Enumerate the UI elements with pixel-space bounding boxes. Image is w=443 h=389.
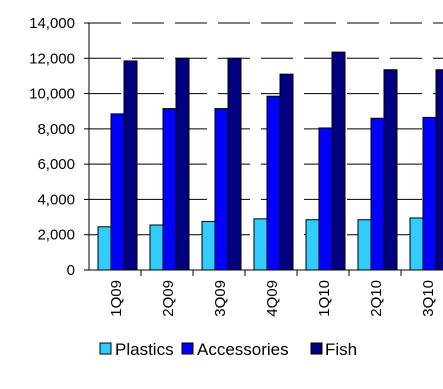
- x-tick-label: 2Q09: [160, 280, 177, 317]
- bar-fish: [279, 73, 294, 271]
- y-axis-ticks: 0 2,000 4,000 6,000 8,000 10,000 12,000 14,000: [29, 15, 89, 279]
- bar-plastics: [409, 217, 424, 271]
- bar-plastics: [253, 218, 268, 271]
- y-tick-label: 2,000: [37, 227, 75, 244]
- y-tick-label: 10,000: [29, 86, 75, 103]
- bar-accessories: [162, 108, 177, 271]
- bar-plastics: [305, 219, 320, 271]
- y-tick-label: 12,000: [29, 50, 75, 67]
- bar-accessories: [266, 95, 281, 271]
- legend-label-plastics: Plastics: [115, 340, 174, 359]
- legend-label-fish: Fish: [325, 340, 357, 359]
- legend-label-accessories: Accessories: [197, 340, 289, 359]
- bar-plastics: [357, 219, 372, 271]
- bar-plastics: [201, 220, 216, 271]
- y-tick-label: 8,000: [37, 121, 75, 138]
- legend: Plastics Accessories Fish: [99, 340, 357, 359]
- y-tick-label: 14,000: [29, 15, 75, 32]
- bar-plastics: [97, 226, 112, 271]
- x-tick-label: 3Q10: [420, 280, 437, 317]
- legend-swatch-plastics: [99, 342, 112, 355]
- x-tick-label: 1Q10: [316, 280, 333, 317]
- x-tick-label: 2Q10: [368, 280, 385, 317]
- bar-accessories: [370, 117, 385, 271]
- x-tick-label: 1Q09: [108, 280, 125, 317]
- x-tick-label: 4Q09: [264, 280, 281, 317]
- bar-fish: [383, 69, 398, 271]
- bar-fish: [435, 69, 443, 271]
- legend-swatch-fish: [310, 342, 323, 355]
- x-tick-label: 3Q09: [212, 280, 229, 317]
- y-tick-label: 0: [67, 262, 75, 279]
- bar-accessories: [318, 127, 333, 271]
- legend-swatch-accessories: [181, 342, 194, 355]
- bar-accessories: [422, 116, 437, 271]
- x-axis-ticks: 1Q09 2Q09 3Q09 4Q09 1Q10 2Q10 3Q10: [108, 270, 437, 317]
- bar-accessories: [110, 113, 125, 271]
- bar-fish: [227, 57, 242, 271]
- bars: [97, 51, 443, 271]
- bar-fish: [123, 60, 138, 271]
- axes: [88, 23, 443, 271]
- y-tick-label: 6,000: [37, 156, 75, 173]
- bar-accessories: [214, 108, 229, 271]
- y-tick-label: 4,000: [37, 191, 75, 208]
- bar-plastics: [149, 224, 164, 271]
- bar-fish: [331, 51, 346, 271]
- bar-fish: [175, 57, 190, 271]
